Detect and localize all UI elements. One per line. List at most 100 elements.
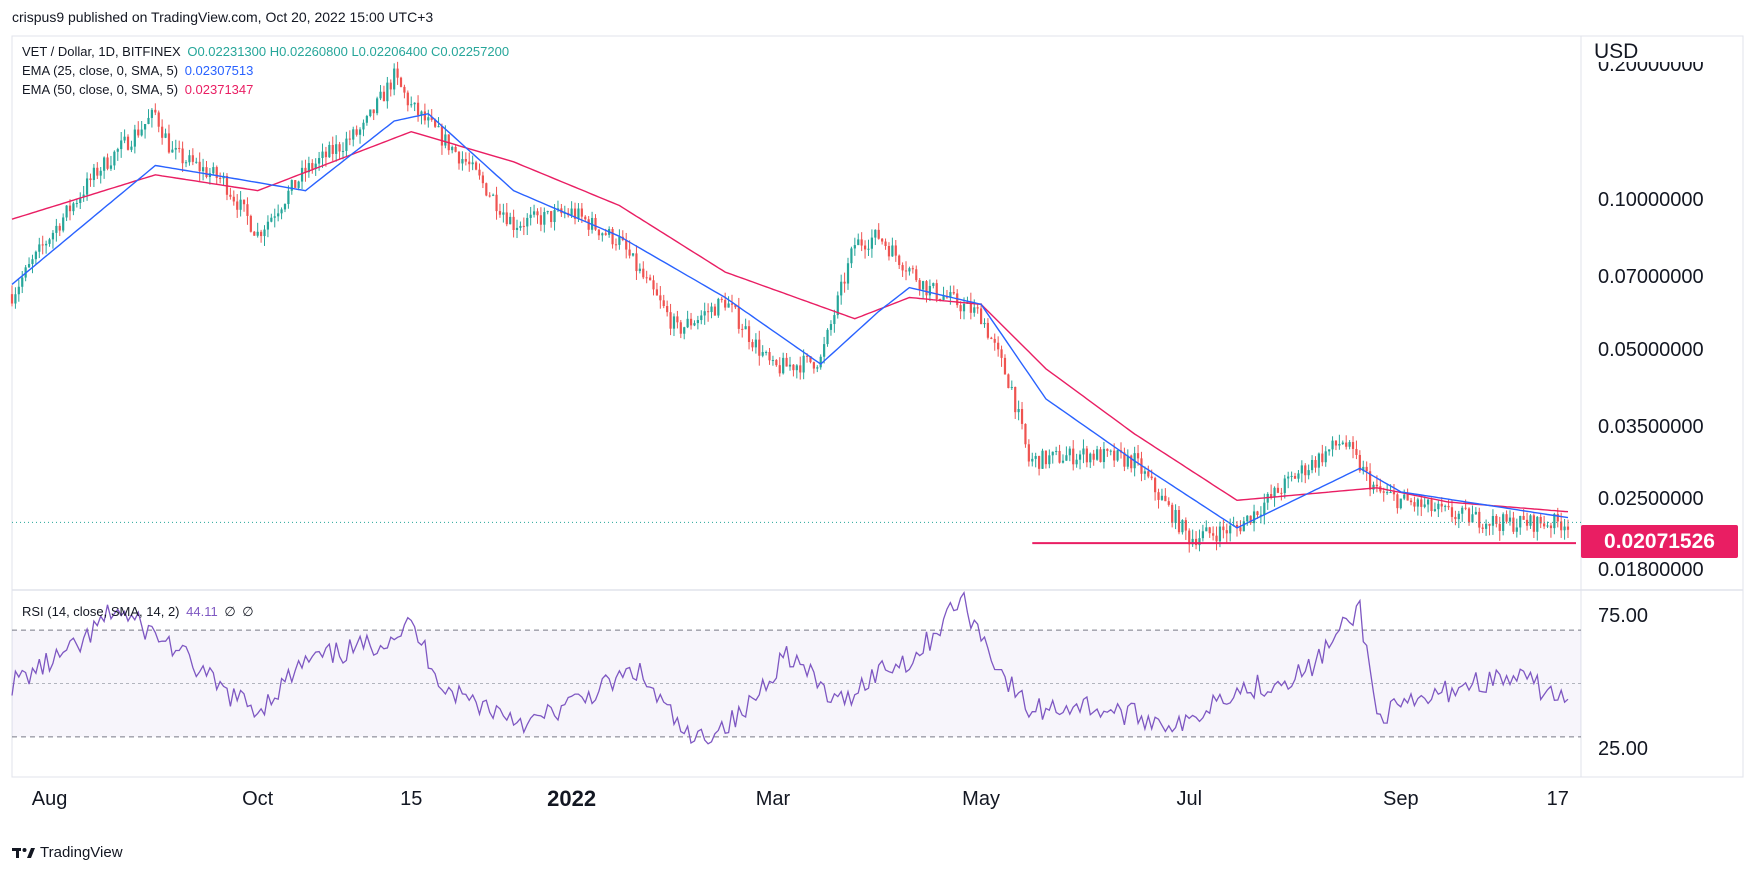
candle (266, 215, 270, 238)
candle (747, 320, 751, 350)
candle (918, 278, 921, 296)
candle (1041, 448, 1044, 469)
candle (1525, 512, 1529, 531)
candle (457, 150, 461, 170)
candle (1420, 494, 1423, 517)
candle (754, 333, 757, 354)
candle (1198, 529, 1201, 552)
candle (877, 223, 880, 240)
candle (539, 207, 543, 232)
candle (304, 159, 307, 182)
candle (887, 242, 891, 261)
candle (389, 79, 392, 97)
candle (908, 266, 911, 276)
candle (485, 182, 488, 197)
footer-brand[interactable]: TradingView (12, 844, 123, 861)
candle (765, 350, 768, 356)
candle (1212, 526, 1215, 541)
candle (167, 124, 171, 154)
candle (891, 237, 894, 257)
candle (31, 254, 34, 274)
candle (1092, 449, 1095, 466)
candle (1225, 523, 1228, 543)
candle (420, 110, 423, 125)
candle (904, 261, 908, 281)
candle (1457, 510, 1460, 529)
candle (348, 130, 351, 146)
currency-label[interactable]: USD (1594, 40, 1639, 63)
candle (816, 365, 819, 373)
candle (1334, 440, 1338, 451)
candle (979, 303, 983, 325)
candle (1068, 446, 1071, 462)
ema50-legend[interactable]: EMA (50, close, 0, SMA, 5) 0.02371347 (22, 82, 253, 97)
candle (1328, 449, 1331, 456)
candle (976, 303, 979, 314)
candle (1154, 476, 1157, 501)
candle (850, 246, 853, 268)
candle (45, 240, 48, 254)
candle (1075, 453, 1078, 468)
candle (242, 199, 246, 212)
candle (519, 221, 522, 231)
candle (164, 128, 167, 139)
candle (1287, 471, 1290, 489)
candle (1474, 507, 1477, 515)
candle (1034, 452, 1037, 468)
ema50-value: 0.02371347 (184, 82, 254, 97)
candle (689, 312, 693, 330)
rsi-axis-label: 25.00 (1598, 738, 1649, 761)
candle (928, 279, 932, 302)
candle (1529, 514, 1532, 529)
candle (819, 354, 822, 370)
symbol-legend[interactable]: VET / Dollar, 1D, BITFINEX O0.02231300 H… (22, 44, 509, 59)
candle (239, 191, 242, 217)
candle (1164, 488, 1167, 502)
candle (536, 208, 539, 224)
candle (587, 216, 590, 237)
candle (1495, 514, 1498, 528)
last-price-tag: 0.02071526 (1581, 524, 1738, 558)
price-axis-label: 0.10000000 (1598, 189, 1704, 212)
candle (584, 215, 587, 222)
candle (638, 263, 641, 274)
candle (812, 361, 815, 374)
candle (21, 271, 24, 294)
candle (123, 129, 126, 144)
candle (82, 185, 85, 202)
candle (597, 229, 601, 241)
candle (567, 208, 570, 218)
candle (290, 179, 293, 195)
candle (1027, 439, 1030, 467)
rsi-legend[interactable]: RSI (14, close, SMA, 14, 2) 44.11 ∅ ∅ (22, 604, 254, 620)
ema50-line (11, 130, 1569, 513)
candle (543, 207, 546, 233)
candle (440, 123, 444, 155)
candle (341, 142, 345, 160)
candle (1368, 463, 1372, 497)
candle (1512, 511, 1515, 535)
candle (1102, 441, 1106, 469)
candle (355, 125, 358, 137)
ema25-legend[interactable]: EMA (25, close, 0, SMA, 5) 0.02307513 (22, 63, 253, 78)
candle (1181, 519, 1184, 535)
candle (730, 294, 734, 313)
candle (921, 280, 925, 299)
candle (840, 274, 843, 305)
candle (744, 318, 747, 330)
candle (792, 364, 795, 377)
candle (645, 270, 648, 284)
candle (683, 326, 686, 340)
candle (1508, 510, 1512, 526)
candle (113, 150, 116, 170)
candle (1136, 444, 1140, 466)
candle (628, 240, 631, 259)
candle (846, 257, 850, 290)
candle (881, 238, 884, 245)
candle (594, 214, 597, 231)
candle (771, 355, 775, 366)
candle (14, 287, 17, 309)
candles-layer (10, 61, 1570, 553)
candle (403, 84, 406, 99)
